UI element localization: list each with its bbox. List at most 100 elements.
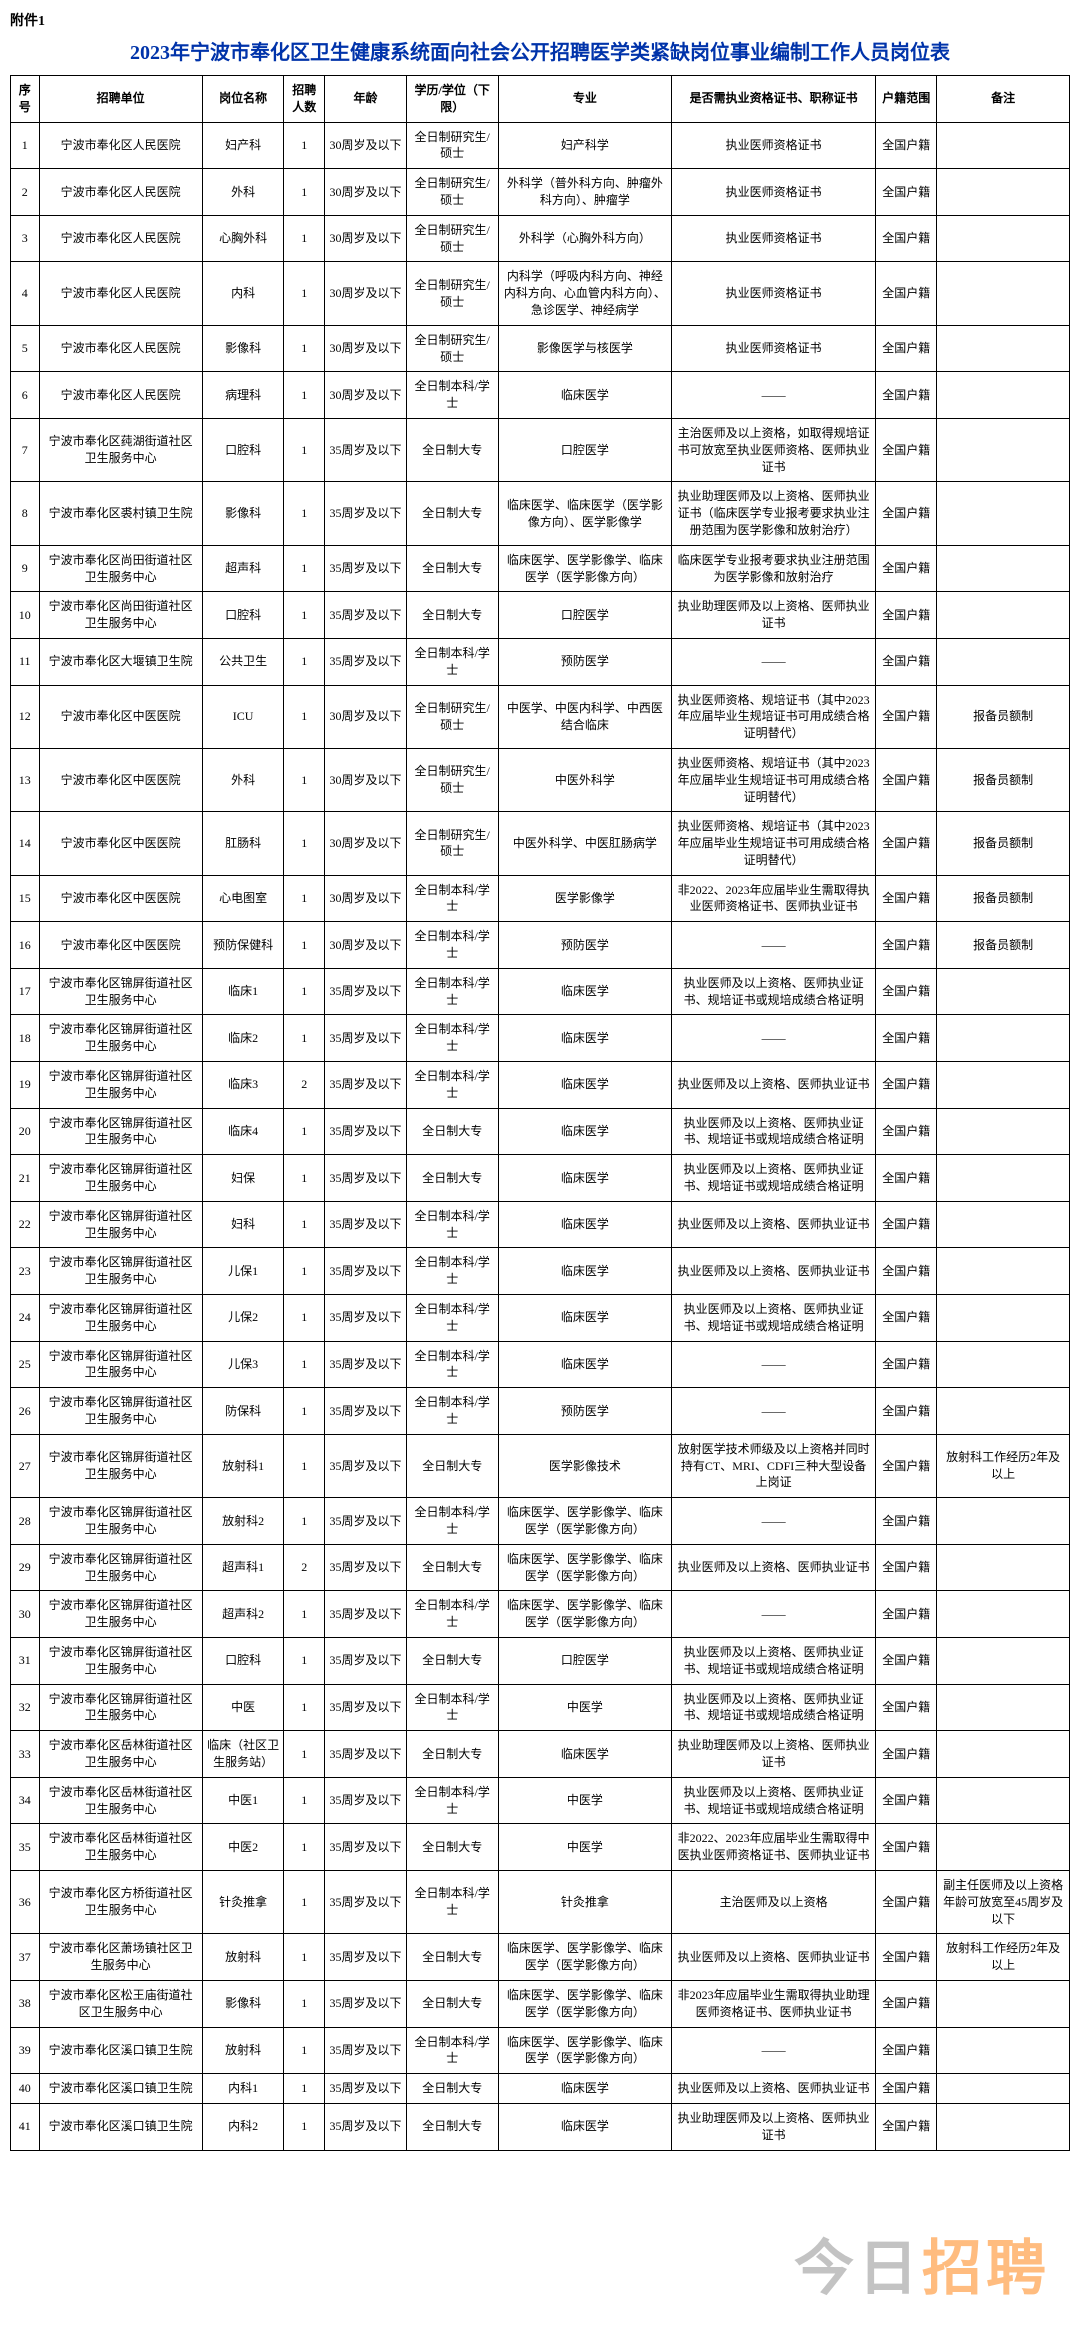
job-table: 序号 招聘单位 岗位名称 招聘人数 年龄 学历/学位（下限） 专业 是否需执业资… [10,75,1070,2151]
table-row: 14宁波市奉化区中医医院肛肠科130周岁及以下全日制研究生/硕士中医外科学、中医… [11,812,1070,875]
table-row: 12宁波市奉化区中医医院ICU130周岁及以下全日制研究生/硕士中医学、中医内科… [11,685,1070,748]
cell-unit: 宁波市奉化区人民医院 [39,122,202,169]
cell-num: 1 [284,418,325,481]
cell-cert: —— [672,1591,876,1638]
cell-reg: 全国户籍 [876,638,937,685]
cell-age: 30周岁及以下 [325,169,407,216]
cell-post: 超声科1 [202,1544,284,1591]
cell-note [937,169,1070,216]
cell-num: 1 [284,685,325,748]
cell-idx: 16 [11,922,40,969]
cell-num: 1 [284,1498,325,1545]
cell-reg: 全国户籍 [876,1544,937,1591]
cell-unit: 宁波市奉化区锦屏街道社区卫生服务中心 [39,1591,202,1638]
col-edu: 学历/学位（下限） [406,76,498,123]
cell-note [937,968,1070,1015]
cell-num: 1 [284,638,325,685]
cell-reg: 全国户籍 [876,968,937,1015]
cell-unit: 宁波市奉化区中医医院 [39,875,202,922]
cell-note [937,1155,1070,1202]
cell-reg: 全国户籍 [876,2103,937,2150]
cell-edu: 全日制大专 [406,592,498,639]
table-row: 36宁波市奉化区方桥街道社区卫生服务中心针灸推拿135周岁及以下全日制本科/学士… [11,1870,1070,1933]
cell-edu: 全日制本科/学士 [406,1341,498,1388]
cell-idx: 12 [11,685,40,748]
cell-post: 临床1 [202,968,284,1015]
cell-note [937,1731,1070,1778]
cell-reg: 全国户籍 [876,1637,937,1684]
cell-age: 30周岁及以下 [325,262,407,325]
cell-edu: 全日制大专 [406,1544,498,1591]
cell-age: 35周岁及以下 [325,1824,407,1871]
cell-num: 1 [284,1201,325,1248]
table-row: 6宁波市奉化区人民医院病理科130周岁及以下全日制本科/学士临床医学——全国户籍 [11,372,1070,419]
cell-unit: 宁波市奉化区尚田街道社区卫生服务中心 [39,545,202,592]
cell-reg: 全国户籍 [876,748,937,811]
col-post: 岗位名称 [202,76,284,123]
cell-major: 临床医学、医学影像学、临床医学（医学影像方向） [498,1498,671,1545]
cell-note [937,1015,1070,1062]
table-row: 19宁波市奉化区锦屏街道社区卫生服务中心临床3235周岁及以下全日制本科/学士临… [11,1062,1070,1109]
cell-major: 临床医学、医学影像学、临床医学（医学影像方向） [498,1544,671,1591]
table-row: 4宁波市奉化区人民医院内科130周岁及以下全日制研究生/硕士内科学（呼吸内科方向… [11,262,1070,325]
cell-major: 医学影像学 [498,875,671,922]
cell-post: 影像科 [202,482,284,545]
cell-unit: 宁波市奉化区尚田街道社区卫生服务中心 [39,592,202,639]
table-row: 18宁波市奉化区锦屏街道社区卫生服务中心临床2135周岁及以下全日制本科/学士临… [11,1015,1070,1062]
cell-cert: 执业助理医师及以上资格、医师执业证书 [672,592,876,639]
cell-unit: 宁波市奉化区人民医院 [39,372,202,419]
cell-num: 1 [284,1434,325,1497]
cell-idx: 35 [11,1824,40,1871]
cell-note [937,1062,1070,1109]
table-row: 10宁波市奉化区尚田街道社区卫生服务中心口腔科135周岁及以下全日制大专口腔医学… [11,592,1070,639]
cell-idx: 33 [11,1731,40,1778]
cell-num: 1 [284,592,325,639]
cell-cert: —— [672,922,876,969]
cell-edu: 全日制大专 [406,2074,498,2104]
cell-cert: 执业医师及以上资格、医师执业证书 [672,1544,876,1591]
cell-unit: 宁波市奉化区锦屏街道社区卫生服务中心 [39,1434,202,1497]
cell-cert: 执业医师及以上资格、医师执业证书 [672,1201,876,1248]
cell-cert: 执业医师及以上资格、医师执业证书 [672,2074,876,2104]
cell-idx: 6 [11,372,40,419]
cell-unit: 宁波市奉化区莼湖街道社区卫生服务中心 [39,418,202,481]
cell-cert: 执业医师资格证书 [672,262,876,325]
cell-cert: —— [672,2027,876,2074]
cell-edu: 全日制本科/学士 [406,1388,498,1435]
cell-reg: 全国户籍 [876,1684,937,1731]
table-row: 24宁波市奉化区锦屏街道社区卫生服务中心儿保2135周岁及以下全日制本科/学士临… [11,1295,1070,1342]
cell-note: 放射科工作经历2年及以上 [937,1434,1070,1497]
cell-reg: 全国户籍 [876,1824,937,1871]
cell-major: 临床医学 [498,1201,671,1248]
cell-unit: 宁波市奉化区中医医院 [39,922,202,969]
cell-reg: 全国户籍 [876,1388,937,1435]
cell-idx: 19 [11,1062,40,1109]
table-row: 11宁波市奉化区大堰镇卫生院公共卫生135周岁及以下全日制本科/学士预防医学——… [11,638,1070,685]
cell-unit: 宁波市奉化区锦屏街道社区卫生服务中心 [39,1248,202,1295]
table-row: 40宁波市奉化区溪口镇卫生院内科1135周岁及以下全日制大专临床医学执业医师及以… [11,2074,1070,2104]
cell-post: 口腔科 [202,592,284,639]
cell-major: 内科学（呼吸内科方向、神经内科方向、心血管内科方向）、急诊医学、神经病学 [498,262,671,325]
cell-cert: 主治医师及以上资格 [672,1870,876,1933]
cell-reg: 全国户籍 [876,215,937,262]
cell-post: 中医2 [202,1824,284,1871]
cell-edu: 全日制本科/学士 [406,372,498,419]
cell-reg: 全国户籍 [876,122,937,169]
table-body: 1宁波市奉化区人民医院妇产科130周岁及以下全日制研究生/硕士妇产科学执业医师资… [11,122,1070,2150]
cell-age: 35周岁及以下 [325,1201,407,1248]
cell-note [937,1824,1070,1871]
cell-cert: 执业医师及以上资格、医师执业证书、规培证书或规培成绩合格证明 [672,1108,876,1155]
cell-idx: 21 [11,1155,40,1202]
cell-note [937,1108,1070,1155]
cell-major: 中医外科学 [498,748,671,811]
cell-age: 35周岁及以下 [325,1870,407,1933]
cell-post: 超声科 [202,545,284,592]
cell-note [937,418,1070,481]
cell-num: 1 [284,2074,325,2104]
cell-age: 35周岁及以下 [325,1980,407,2027]
cell-cert: —— [672,372,876,419]
cell-note [937,1980,1070,2027]
cell-major: 医学影像技术 [498,1434,671,1497]
cell-major: 妇产科学 [498,122,671,169]
cell-reg: 全国户籍 [876,2074,937,2104]
